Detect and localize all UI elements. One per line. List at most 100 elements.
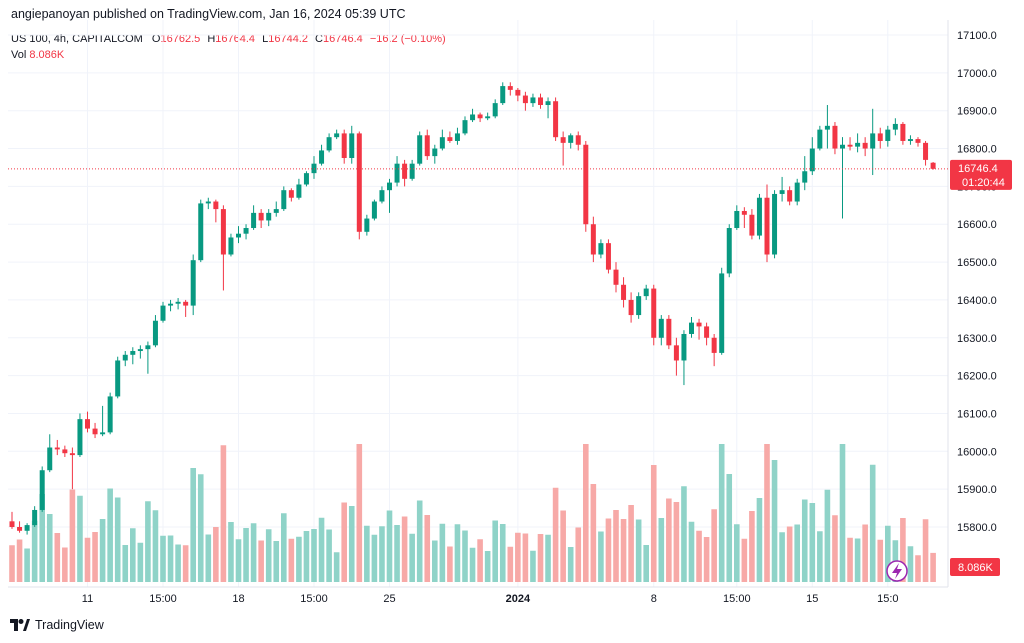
candles	[9, 82, 936, 535]
candle-body	[726, 228, 732, 274]
volume-bar	[756, 498, 763, 582]
candle-body	[77, 419, 83, 456]
candle-body	[122, 354, 128, 361]
candle-body	[583, 144, 589, 225]
volume-bar	[265, 529, 272, 582]
candle-body	[734, 210, 740, 229]
volume-bar	[243, 528, 249, 582]
candle-body	[424, 135, 430, 157]
volume-bar	[364, 525, 370, 582]
volume-bar	[885, 525, 891, 582]
candle-body	[719, 273, 725, 353]
volume-bar	[54, 533, 61, 582]
volume-bar	[666, 498, 672, 582]
volume-bar	[348, 506, 355, 582]
candle-body	[137, 349, 143, 352]
y-tick-label: 16400.0	[957, 295, 997, 307]
low-value: 16744.2	[268, 33, 308, 45]
volume-bar	[288, 538, 295, 582]
volume-bar	[613, 510, 619, 582]
lightning-icon[interactable]	[886, 560, 908, 582]
volume-bar	[333, 552, 340, 582]
volume-bar	[915, 555, 921, 582]
volume-bar	[620, 519, 627, 582]
y-tick-label: 16800.0	[957, 144, 997, 156]
candle-body	[62, 449, 68, 454]
volume-bar	[786, 526, 793, 582]
candle-body	[500, 86, 506, 104]
candle-body	[190, 260, 196, 306]
y-tick-label: 15800.0	[957, 522, 997, 534]
candle-body	[492, 103, 498, 117]
volume-label: Vol	[11, 49, 27, 61]
close-label: C	[315, 33, 323, 45]
volume-bar	[281, 513, 287, 582]
symbol-label[interactable]: US 100, 4h, CAPITALCOM	[11, 33, 143, 45]
candle-body	[907, 139, 913, 141]
candle-body	[236, 233, 241, 238]
candle-body	[341, 133, 347, 158]
candle-body	[349, 133, 355, 158]
open-label: O	[151, 33, 161, 45]
volume-bar	[718, 444, 725, 582]
volume-bar	[137, 542, 144, 582]
candle-body	[69, 453, 75, 456]
y-tick-label: 16600.0	[957, 219, 997, 231]
candle-body	[598, 243, 604, 255]
volume-bar	[197, 474, 204, 582]
candle-body	[213, 201, 219, 210]
volume-bar	[930, 552, 936, 582]
candle-body	[432, 148, 438, 157]
volume-bar	[190, 468, 196, 582]
candle-body	[628, 299, 634, 316]
volume-bar	[250, 523, 257, 582]
candle-body	[515, 89, 521, 96]
candle-body	[545, 101, 551, 106]
volume-bar	[809, 503, 816, 582]
volume-bar	[356, 444, 363, 582]
volume-bar	[673, 502, 680, 582]
x-tick-label: 11	[82, 593, 93, 605]
volume-bar	[447, 546, 453, 582]
candle-body	[870, 133, 876, 149]
grid-lines	[8, 20, 948, 587]
tradingview-brand[interactable]: TradingView	[10, 618, 104, 632]
volume-bar	[439, 523, 446, 582]
y-tick-label: 16900.0	[957, 106, 997, 118]
volume-bar	[598, 531, 604, 582]
volume-bar	[213, 527, 219, 582]
x-tick-label: 25	[383, 593, 395, 605]
candle-body	[681, 333, 687, 361]
candle-body	[39, 470, 45, 510]
volume-bar	[145, 501, 151, 582]
y-tick-label: 17100.0	[957, 30, 997, 42]
y-tick-label: 16000.0	[957, 446, 997, 458]
candle-body	[273, 209, 279, 213]
volume-bar	[583, 444, 589, 582]
candle-body	[175, 301, 181, 304]
x-tick-label: 15:00	[149, 593, 177, 605]
candle-body	[228, 237, 234, 255]
candle-body	[772, 193, 778, 255]
volume-bar	[167, 535, 174, 582]
volume-bar	[658, 518, 665, 582]
volume-bar	[764, 444, 770, 582]
volume-bar	[801, 499, 808, 582]
price-axis[interactable]: 15800.0 15900.0 16000.0 16100.0 16200.0 16300…	[957, 30, 997, 534]
volume-bar	[39, 494, 45, 582]
candle-body	[17, 527, 23, 531]
time-axis[interactable]: 11 15:00 18 15:00 25 2024 8 15:00 15 15:0	[82, 593, 899, 605]
volume-badge: 8.086K	[950, 558, 1000, 576]
volume-bar	[220, 445, 227, 582]
candle-body	[24, 525, 30, 531]
candle-body	[824, 125, 830, 130]
candle-body	[183, 301, 189, 306]
candle-body	[326, 137, 332, 151]
ohlc-row: US 100, 4h, CAPITALCOM O16762.5 H16764.4…	[11, 31, 450, 47]
high-value: 16764.4	[215, 33, 256, 45]
candle-body	[205, 201, 211, 204]
last-price-badge: 16746.4 01:20:44	[950, 159, 1012, 190]
volume-bar	[515, 532, 521, 582]
countdown-text: 01:20:44	[962, 177, 1005, 189]
